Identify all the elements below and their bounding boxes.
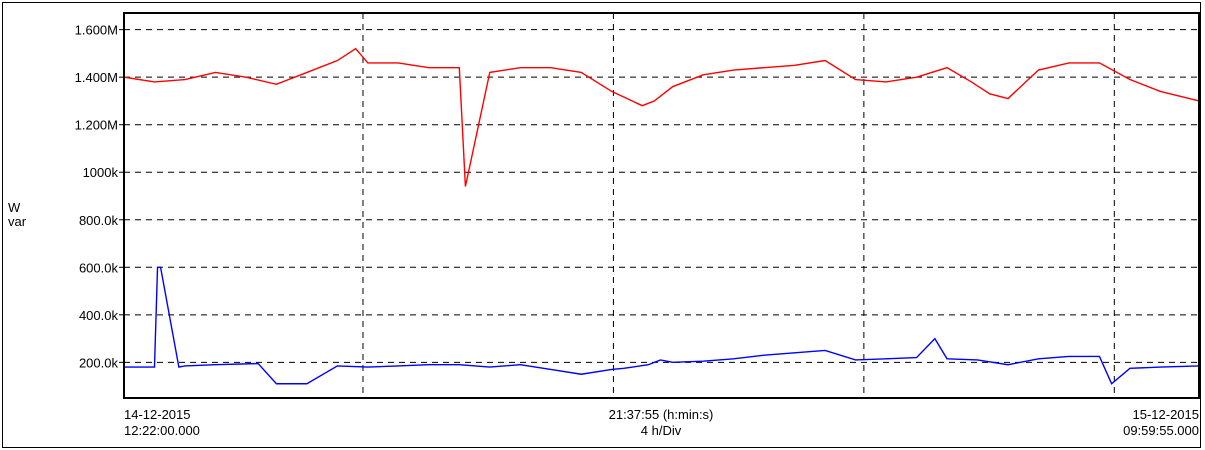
y-tick-label: 1000k [83,165,119,180]
x-end-label: 15-12-2015 09:59:55.000 [1000,407,1199,439]
x-start-label: 14-12-2015 12:22:00.000 [124,407,200,439]
y-axis-unit-var: var [8,214,27,229]
y-tick-label: 600.0k [79,260,119,275]
x-center-time: 21:37:55 (h:min:s) [608,407,714,422]
x-center-label: 21:37:55 (h:min:s) 4 h/Div [561,407,761,439]
series-line-blue [124,266,1200,385]
plot-border [123,12,1200,399]
y-axis-unit-w: W [8,200,21,215]
y-tick-label: 1.600M [75,23,118,38]
x-scale-label: 4 h/Div [640,423,682,438]
y-tick-label: 1.200M [75,118,118,133]
x-start-date: 14-12-2015 [124,407,191,422]
series-line-red [123,47,1200,187]
x-end-time: 09:59:55.000 [1123,423,1199,438]
y-tick-label: 200.0k [79,355,119,370]
x-end-date: 15-12-2015 [1132,407,1200,422]
y-tick-label: 400.0k [79,308,119,323]
y-tick-label: 1.400M [75,70,118,85]
x-start-time: 12:22:00.000 [124,423,200,438]
y-tick-label: 800.0k [79,213,119,228]
